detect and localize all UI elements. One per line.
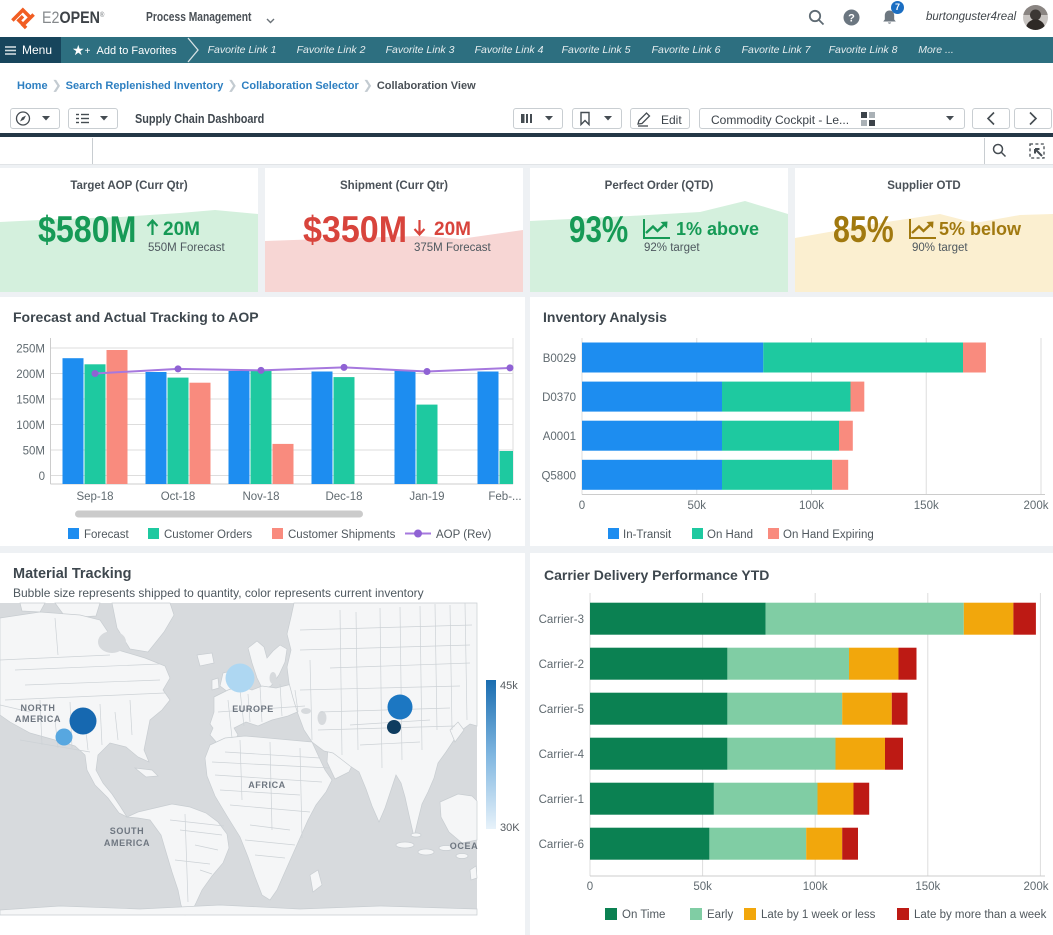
svg-text:50M: 50M: [23, 446, 45, 458]
svg-text:Sep-18: Sep-18: [76, 491, 113, 503]
svg-text:A0001: A0001: [543, 431, 576, 443]
svg-text:Nov-18: Nov-18: [242, 491, 279, 503]
svg-text:In-Transit: In-Transit: [623, 529, 672, 541]
svg-text:Carrier-5: Carrier-5: [539, 704, 584, 716]
svg-text:Customer Orders: Customer Orders: [164, 529, 252, 541]
svg-text:On Time: On Time: [622, 909, 665, 921]
svg-text:Late by 1 week or less: Late by 1 week or less: [761, 909, 876, 921]
svg-text:30K: 30K: [500, 822, 520, 834]
svg-text:On Hand Expiring: On Hand Expiring: [783, 529, 874, 541]
svg-text:Customer Shipments: Customer Shipments: [288, 529, 396, 541]
svg-text:45k: 45k: [500, 680, 518, 692]
svg-text:Carrier-3: Carrier-3: [539, 614, 584, 626]
svg-text:250M: 250M: [16, 344, 45, 356]
svg-text:D0370: D0370: [542, 392, 576, 404]
svg-text:Early: Early: [707, 909, 733, 921]
svg-text:Forecast: Forecast: [84, 529, 130, 541]
svg-text:50k: 50k: [687, 500, 706, 512]
svg-text:AMERICA: AMERICA: [15, 714, 61, 724]
svg-text:Q5800: Q5800: [541, 470, 576, 482]
svg-text:150k: 150k: [914, 500, 939, 512]
svg-text:OCEA: OCEA: [450, 841, 478, 851]
svg-text:Dec-18: Dec-18: [325, 491, 362, 503]
svg-text:AFRICA: AFRICA: [248, 780, 286, 790]
svg-text:0: 0: [39, 471, 45, 483]
svg-text:?: ?: [848, 13, 855, 25]
svg-text:AMERICA: AMERICA: [104, 838, 150, 848]
svg-text:200M: 200M: [16, 369, 45, 381]
svg-text:EUROPE: EUROPE: [232, 704, 274, 714]
svg-text:0: 0: [579, 500, 585, 512]
svg-text:Carrier-4: Carrier-4: [539, 749, 585, 761]
svg-text:100k: 100k: [799, 500, 824, 512]
svg-text:100M: 100M: [16, 420, 45, 432]
svg-text:B0029: B0029: [543, 353, 576, 365]
svg-text:Carrier-1: Carrier-1: [539, 794, 584, 806]
svg-text:Jan-19: Jan-19: [409, 491, 444, 503]
svg-text:Carrier-2: Carrier-2: [539, 659, 584, 671]
svg-text:AOP (Rev): AOP (Rev): [436, 529, 492, 541]
svg-text:Late by more than a week: Late by more than a week: [914, 909, 1047, 921]
svg-text:Carrier-6: Carrier-6: [539, 839, 584, 851]
svg-text:0: 0: [587, 881, 593, 893]
svg-text:Oct-18: Oct-18: [161, 491, 196, 503]
svg-text:On Hand: On Hand: [707, 529, 753, 541]
svg-text:SOUTH: SOUTH: [110, 826, 145, 836]
svg-text:NORTH: NORTH: [21, 703, 56, 713]
svg-text:150k: 150k: [915, 881, 940, 893]
svg-text:200k: 200k: [1024, 500, 1049, 512]
svg-text:Feb-...: Feb-...: [488, 491, 521, 503]
svg-text:200k: 200k: [1024, 881, 1049, 893]
svg-text:50k: 50k: [693, 881, 712, 893]
svg-text:100k: 100k: [803, 881, 828, 893]
svg-text:150M: 150M: [16, 395, 45, 407]
